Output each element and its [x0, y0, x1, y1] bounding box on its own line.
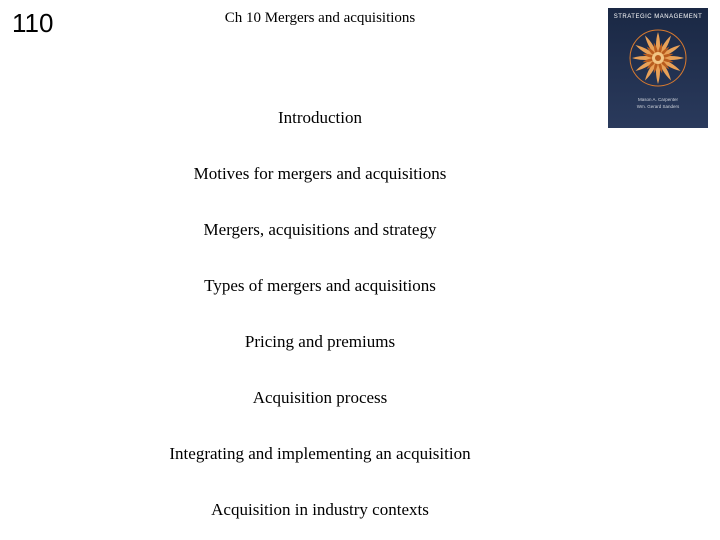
topic-item: Introduction — [278, 108, 362, 128]
topics-list: Introduction Motives for mergers and acq… — [0, 108, 720, 520]
topic-item: Motives for mergers and acquisitions — [194, 164, 447, 184]
book-cover-title: STRATEGIC MANAGEMENT — [614, 14, 703, 20]
topic-item: Mergers, acquisitions and strategy — [204, 220, 437, 240]
book-cover-mandala-icon — [626, 26, 690, 90]
topic-item: Integrating and implementing an acquisit… — [169, 444, 470, 464]
topic-item: Types of mergers and acquisitions — [204, 276, 436, 296]
topic-item: Acquisition in industry contexts — [211, 500, 429, 520]
book-cover-author1: Mason A. Carpenter — [637, 96, 680, 103]
topic-item: Acquisition process — [253, 388, 388, 408]
topic-item: Pricing and premiums — [245, 332, 395, 352]
